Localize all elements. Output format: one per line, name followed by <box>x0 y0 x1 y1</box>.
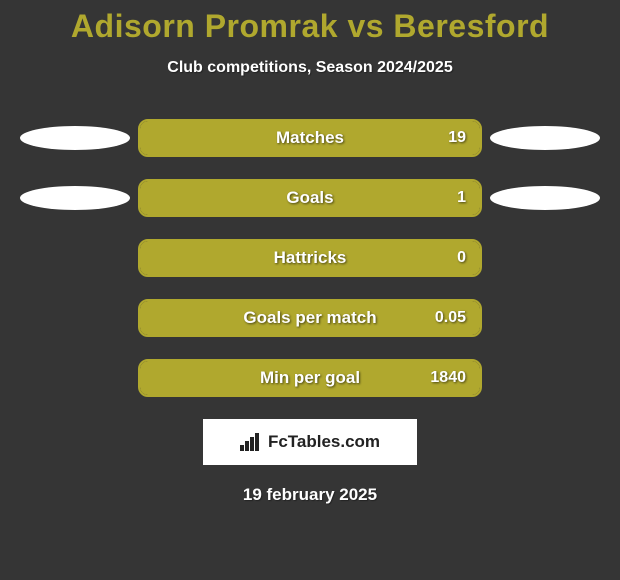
stat-label: Goals <box>286 188 333 208</box>
stat-bar: Min per goal 1840 <box>138 359 482 397</box>
stat-label: Goals per match <box>243 308 376 328</box>
stat-value: 0 <box>457 249 466 267</box>
page-title: Adisorn Promrak vs Beresford <box>0 8 620 45</box>
stat-row: Min per goal 1840 <box>0 359 620 397</box>
brand-text: FcTables.com <box>268 432 380 452</box>
stats-list: Matches 19 Goals 1 Hattricks 0 Goals per match… <box>0 119 620 397</box>
stat-value: 1840 <box>430 369 466 387</box>
stat-value: 1 <box>457 189 466 207</box>
stat-value: 19 <box>448 129 466 147</box>
player-left-marker <box>20 186 130 210</box>
stat-bar: Goals 1 <box>138 179 482 217</box>
stat-bar: Goals per match 0.05 <box>138 299 482 337</box>
player-right-marker <box>490 126 600 150</box>
date-label: 19 february 2025 <box>0 485 620 505</box>
stat-value: 0.05 <box>435 309 466 327</box>
stat-label: Hattricks <box>274 248 347 268</box>
stat-label: Min per goal <box>260 368 360 388</box>
brand-badge: FcTables.com <box>203 419 417 465</box>
stat-row: Matches 19 <box>0 119 620 157</box>
stat-row: Goals per match 0.05 <box>0 299 620 337</box>
stat-bar: Matches 19 <box>138 119 482 157</box>
stat-bar: Hattricks 0 <box>138 239 482 277</box>
stat-row: Goals 1 <box>0 179 620 217</box>
subtitle: Club competitions, Season 2024/2025 <box>0 59 620 77</box>
player-left-marker <box>20 126 130 150</box>
comparison-card: Adisorn Promrak vs Beresford Club compet… <box>0 0 620 505</box>
stat-row: Hattricks 0 <box>0 239 620 277</box>
player-right-marker <box>490 186 600 210</box>
bar-chart-icon <box>240 433 262 451</box>
stat-label: Matches <box>276 128 344 148</box>
